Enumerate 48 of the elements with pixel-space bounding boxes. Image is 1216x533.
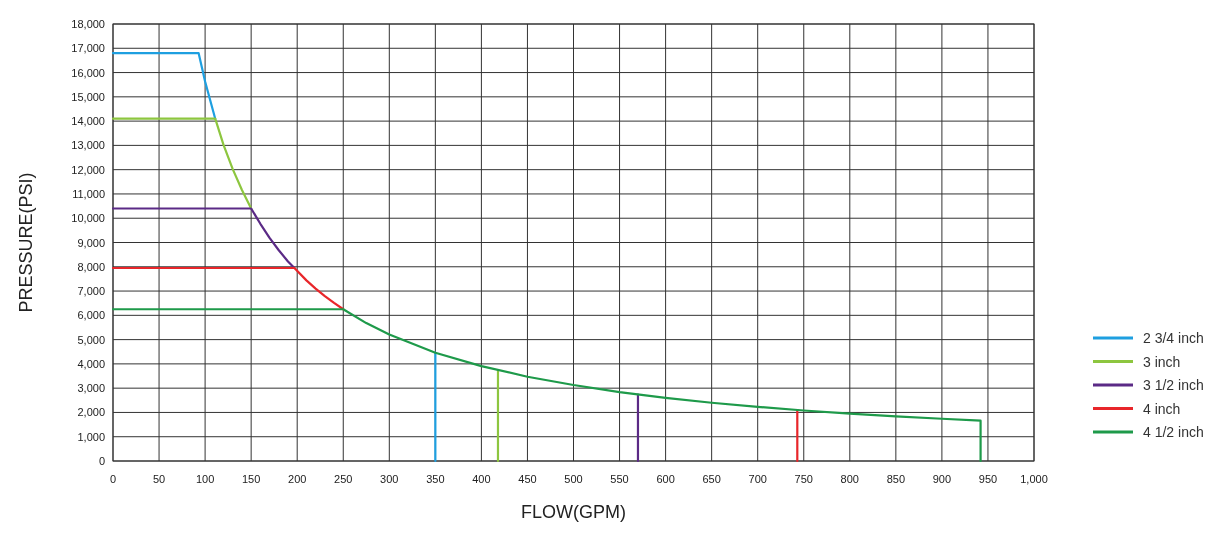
legend-label: 2 3/4 inch <box>1143 330 1204 346</box>
x-tick-label: 250 <box>334 473 353 485</box>
x-tick-label: 400 <box>472 473 491 485</box>
legend-label: 4 inch <box>1143 400 1181 417</box>
x-tick-label: 350 <box>426 473 445 485</box>
x-tick-label: 0 <box>109 473 117 485</box>
x-tick-label: 1,000 <box>1020 473 1048 485</box>
x-tick-label: 150 <box>241 473 261 485</box>
y-tick-label: 13,000 <box>71 139 105 152</box>
y-tick-label: 5,000 <box>77 333 105 346</box>
y-tick-label: 12,000 <box>71 163 105 176</box>
x-tick-label: 500 <box>564 473 583 485</box>
x-tick-label: 950 <box>978 473 998 485</box>
y-tick-label: 16,000 <box>71 66 105 79</box>
x-tick-label: 50 <box>152 473 166 485</box>
y-tick-label: 1,000 <box>77 430 105 443</box>
x-tick-label: 800 <box>840 473 859 485</box>
y-tick-label: 17,000 <box>71 42 105 55</box>
y-tick-label: 6,000 <box>77 309 105 322</box>
x-tick-label: 300 <box>380 473 399 485</box>
line-series <box>111 308 982 463</box>
y-tick-label: 3,000 <box>77 382 105 395</box>
legend-label: 3 inch <box>1143 353 1181 370</box>
x-tick-label: 850 <box>886 473 906 485</box>
x-tick-label: 450 <box>518 473 537 485</box>
y-tick-label: 11,000 <box>72 187 105 200</box>
y-tick-label: 4,000 <box>77 357 105 370</box>
y-axis-title: PRESSURE(PSI) <box>16 172 36 313</box>
y-tick-label: 9,000 <box>77 236 105 249</box>
y-tick-label: 18,000 <box>71 18 105 30</box>
x-tick-label: 550 <box>610 473 629 485</box>
legend-label: 4 1/2 inch <box>1143 424 1204 440</box>
x-tick-label: 600 <box>656 473 675 485</box>
y-tick-label: 0 <box>98 455 105 467</box>
x-tick-label: 100 <box>195 473 215 485</box>
x-tick-label: 200 <box>288 473 307 485</box>
y-tick-label: 10,000 <box>71 212 105 225</box>
x-tick-label: 650 <box>702 473 721 485</box>
x-axis-title: FLOW(GPM) <box>521 502 626 522</box>
y-tick-label: 15,000 <box>71 90 105 103</box>
y-tick-label: 7,000 <box>77 285 105 298</box>
x-tick-label: 900 <box>932 473 952 485</box>
y-tick-label: 2,000 <box>77 406 105 419</box>
y-tick-label: 8,000 <box>77 260 105 273</box>
x-tick-label: 750 <box>794 473 813 485</box>
legend-label: 3 1/2 inch <box>1143 377 1204 393</box>
y-tick-label: 14,000 <box>71 115 105 128</box>
x-tick-label: 700 <box>748 473 767 485</box>
